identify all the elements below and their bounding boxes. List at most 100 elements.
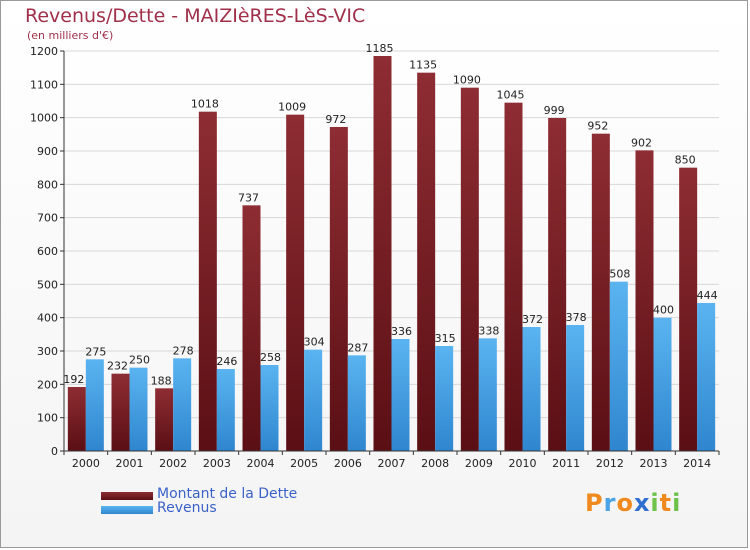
x-tick-label: 2003 — [203, 457, 231, 470]
logo-letter: x — [633, 489, 651, 517]
y-tick-label: 800 — [37, 178, 58, 191]
bar-dette — [373, 56, 392, 451]
y-tick-label: 900 — [37, 145, 58, 158]
x-tick-label: 2014 — [683, 457, 711, 470]
value-label-dette: 1045 — [497, 89, 525, 102]
value-label-revenus: 250 — [129, 354, 150, 367]
value-label-dette: 850 — [675, 154, 696, 167]
x-tick-label: 2007 — [378, 457, 406, 470]
y-tick-label: 200 — [37, 378, 58, 391]
legend-swatch-revenus — [101, 506, 153, 514]
x-tick-label: 2013 — [640, 457, 668, 470]
y-tick-label: 1200 — [30, 45, 58, 58]
bar-revenus — [304, 349, 323, 451]
value-label-dette: 972 — [325, 113, 346, 126]
bar-revenus — [347, 355, 366, 451]
x-tick-label: 2011 — [552, 457, 580, 470]
y-tick-label: 700 — [37, 212, 58, 225]
proxiti-logo: Proxiti — [585, 489, 681, 517]
x-tick-label: 2005 — [290, 457, 318, 470]
value-label-dette: 902 — [631, 136, 652, 149]
bar-dette — [286, 114, 305, 452]
bar-dette — [679, 167, 698, 451]
x-tick-label: 2002 — [159, 457, 187, 470]
value-label-dette: 1135 — [409, 59, 437, 72]
logo-letter: i — [650, 489, 660, 517]
legend-swatch-dette — [101, 492, 153, 500]
bar-dette — [504, 102, 523, 452]
value-label-dette: 737 — [238, 191, 259, 204]
value-label-dette: 1185 — [366, 42, 394, 55]
x-tick-label: 2008 — [421, 457, 449, 470]
bar-revenus — [478, 338, 497, 451]
value-label-revenus: 378 — [566, 311, 587, 324]
value-label-dette: 188 — [151, 374, 172, 387]
legend-label-dette: Montant de la Dette — [157, 486, 298, 502]
x-tick-label: 2012 — [596, 457, 624, 470]
y-tick-label: 0 — [51, 445, 58, 458]
bar-revenus — [216, 369, 235, 451]
value-label-revenus: 258 — [260, 351, 281, 364]
y-tick-label: 1100 — [30, 78, 58, 91]
value-label-dette: 1090 — [453, 74, 481, 87]
bar-dette — [155, 388, 174, 451]
bar-dette — [242, 205, 261, 451]
x-tick-label: 2000 — [72, 457, 100, 470]
x-tick-label: 2009 — [465, 457, 493, 470]
bar-dette — [198, 111, 217, 452]
x-tick-label: 2004 — [247, 457, 275, 470]
bar-dette — [111, 373, 130, 451]
value-label-revenus: 315 — [435, 332, 456, 345]
logo-letter: r — [603, 489, 617, 517]
bar-revenus — [522, 327, 541, 451]
y-tick-label: 300 — [37, 345, 58, 358]
value-label-dette: 1018 — [191, 98, 219, 111]
value-label-revenus: 275 — [85, 345, 106, 358]
y-tick-label: 500 — [37, 278, 58, 291]
bar-dette — [548, 118, 567, 451]
legend-label-revenus: Revenus — [157, 500, 217, 516]
bar-revenus — [653, 317, 672, 451]
value-label-dette: 1009 — [278, 101, 306, 114]
y-tick-label: 400 — [37, 312, 58, 325]
value-label-revenus: 304 — [304, 336, 325, 349]
value-label-dette: 232 — [107, 360, 128, 373]
logo-letter: P — [585, 489, 604, 517]
x-axis: 2000 2001 2002 2003 2004 2005 2006 2007 2008 2009… — [63, 450, 720, 470]
bar-revenus — [609, 281, 628, 451]
value-label-revenus: 508 — [609, 268, 630, 281]
value-label-revenus: 400 — [653, 304, 674, 317]
value-label-revenus: 246 — [216, 355, 237, 368]
x-tick-label: 2006 — [334, 457, 362, 470]
bar-dette — [591, 133, 610, 451]
value-label-revenus: 287 — [347, 341, 368, 354]
bar-revenus — [435, 346, 454, 451]
y-axis: 0 100 200 300 400 500 600 700 800 900 1000 1100 1200 — [30, 45, 65, 458]
logo-letter: o — [616, 489, 634, 517]
bar-revenus — [697, 303, 716, 451]
bars — [67, 56, 716, 452]
bar-revenus — [260, 365, 279, 451]
y-tick-label: 600 — [37, 245, 58, 258]
value-label-dette: 999 — [544, 104, 565, 117]
bar-dette — [417, 72, 436, 452]
bar-revenus — [566, 325, 585, 451]
y-tick-label: 100 — [37, 412, 58, 425]
bar-dette — [67, 387, 86, 451]
y-tick-label: 1000 — [30, 112, 58, 125]
bar-revenus — [173, 358, 192, 451]
value-label-revenus: 278 — [173, 344, 194, 357]
bar-dette — [460, 87, 479, 452]
bar-dette — [329, 127, 348, 451]
x-tick-label: 2001 — [116, 457, 144, 470]
bar-dette — [635, 150, 654, 452]
value-label-revenus: 444 — [697, 289, 718, 302]
value-label-revenus: 338 — [478, 324, 499, 337]
value-label-revenus: 372 — [522, 313, 543, 326]
logo-letter: t — [659, 489, 673, 517]
x-tick-label: 2010 — [509, 457, 537, 470]
value-label-dette: 952 — [587, 120, 608, 133]
